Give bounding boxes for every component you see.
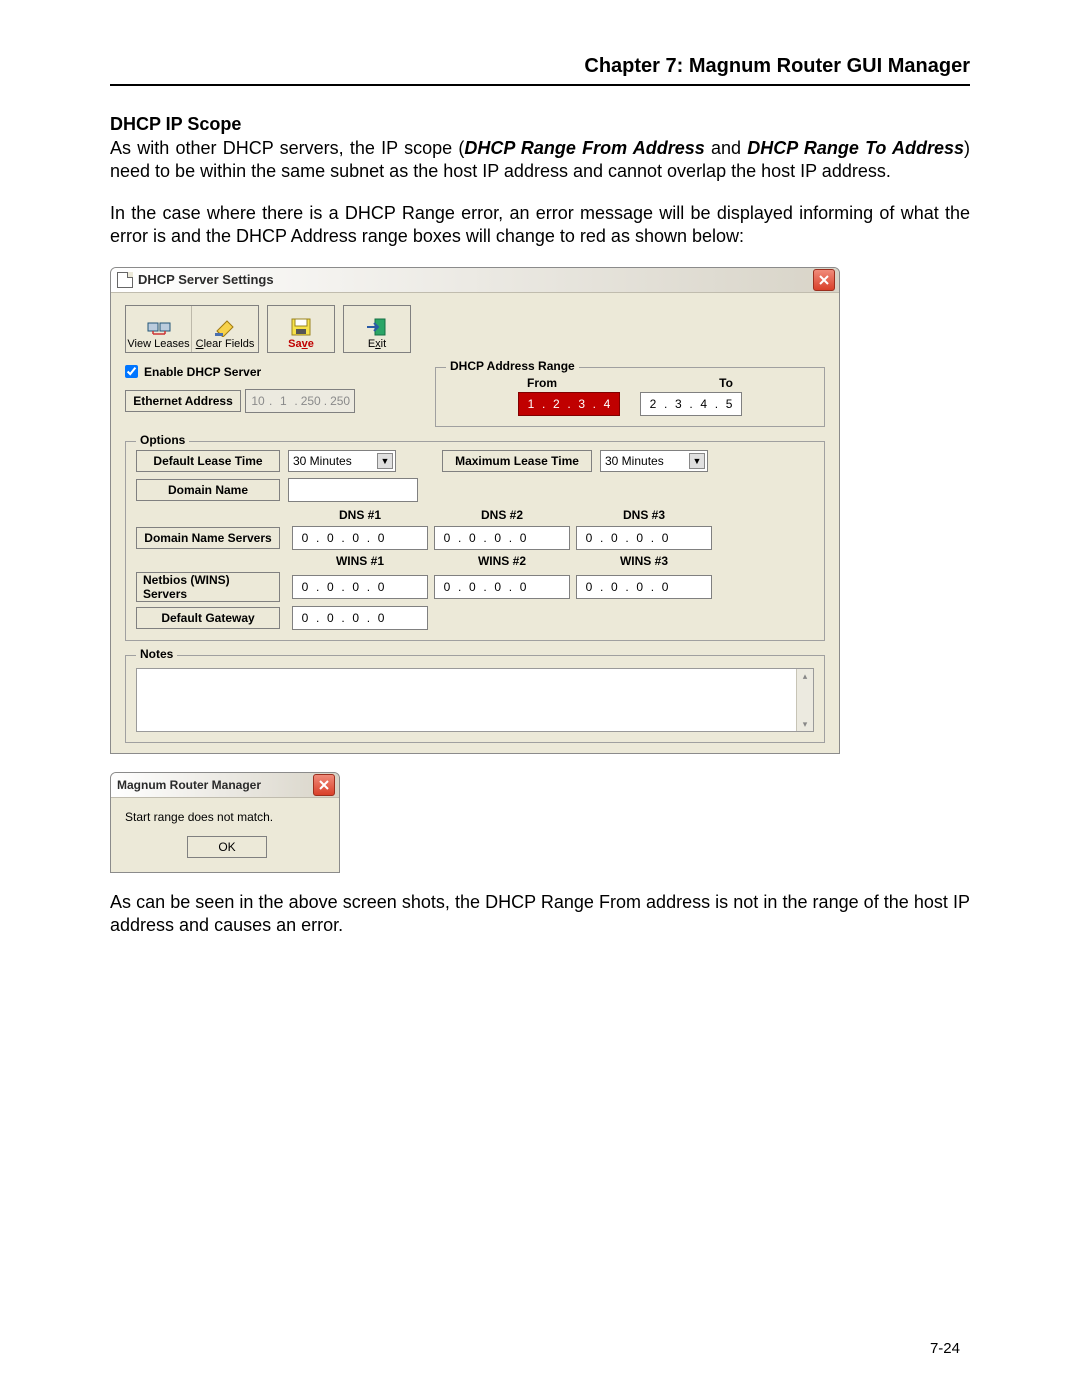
enable-dhcp-label: Enable DHCP Server bbox=[144, 365, 261, 379]
range-from-term: DHCP Range From Address bbox=[464, 138, 704, 158]
domain-name-input[interactable] bbox=[288, 478, 418, 502]
exit-icon bbox=[364, 316, 390, 338]
dhcp-range-legend: DHCP Address Range bbox=[446, 359, 579, 373]
options-legend: Options bbox=[136, 433, 189, 447]
paragraph-2: In the case where there is a DHCP Range … bbox=[110, 202, 970, 249]
clear-fields-button[interactable]: Clear Fields bbox=[192, 306, 258, 352]
gateway-input[interactable]: 0.0.0.0 bbox=[292, 606, 428, 630]
toolbar: View Leases Clear Fields Save bbox=[125, 305, 825, 353]
dialog-title: Magnum Router Manager bbox=[117, 778, 261, 792]
enable-dhcp-row: Enable DHCP Server bbox=[125, 365, 415, 379]
dialog-body: Start range does not match. OK bbox=[111, 798, 339, 872]
notes-group: Notes ▴▾ bbox=[125, 655, 825, 743]
scroll-down-icon: ▾ bbox=[803, 717, 808, 731]
domain-name-label: Domain Name bbox=[136, 479, 280, 501]
dns3-input[interactable]: 0.0.0.0 bbox=[576, 526, 712, 550]
wins1-header: WINS #1 bbox=[292, 554, 428, 568]
view-leases-button[interactable]: View Leases bbox=[126, 306, 192, 352]
wins2-header: WINS #2 bbox=[434, 554, 570, 568]
to-label: To bbox=[719, 376, 733, 390]
left-column: Enable DHCP Server Ethernet Address 10. … bbox=[125, 361, 415, 413]
exit-label: Exit bbox=[368, 338, 386, 350]
ethernet-address-label: Ethernet Address bbox=[125, 390, 241, 412]
ok-button[interactable]: OK bbox=[187, 836, 267, 858]
wins2-input[interactable]: 0.0.0.0 bbox=[434, 575, 570, 599]
window-title: DHCP Server Settings bbox=[138, 272, 274, 287]
save-label: Save bbox=[288, 338, 314, 350]
view-leases-label: View Leases bbox=[127, 338, 189, 350]
toolbar-group-1: View Leases Clear Fields bbox=[125, 305, 259, 353]
default-lease-select[interactable]: 30 Minutes ▼ bbox=[288, 450, 396, 472]
text: As with other DHCP servers, the IP scope… bbox=[110, 138, 464, 158]
save-button[interactable]: Save bbox=[268, 306, 334, 352]
default-lease-label: Default Lease Time bbox=[136, 450, 280, 472]
dialog-close-button[interactable] bbox=[313, 774, 335, 796]
close-icon bbox=[319, 780, 329, 790]
dns-grid: DNS #1 DNS #2 DNS #3 Domain Name Servers… bbox=[136, 508, 814, 630]
options-group: Options Default Lease Time 30 Minutes ▼ … bbox=[125, 441, 825, 641]
range-to-term: DHCP Range To Address bbox=[747, 138, 964, 158]
paragraph-3: As can be seen in the above screen shots… bbox=[110, 891, 970, 938]
clear-fields-label: Clear Fields bbox=[196, 338, 255, 350]
exit-button[interactable]: Exit bbox=[344, 306, 410, 352]
close-button[interactable] bbox=[813, 269, 835, 291]
notes-textarea[interactable]: ▴▾ bbox=[136, 668, 814, 732]
wins-label: Netbios (WINS) Servers bbox=[136, 572, 280, 602]
max-lease-select[interactable]: 30 Minutes ▼ bbox=[600, 450, 708, 472]
title-underline bbox=[110, 84, 970, 86]
dhcp-range-group: DHCP Address Range From To 1. 2. 3. 4 bbox=[435, 367, 825, 427]
from-label: From bbox=[527, 376, 557, 390]
error-dialog: Magnum Router Manager Start range does n… bbox=[110, 772, 340, 873]
range-from-input[interactable]: 1. 2. 3. 4 bbox=[518, 392, 620, 416]
page-number: 7-24 bbox=[930, 1340, 960, 1357]
wins3-input[interactable]: 0.0.0.0 bbox=[576, 575, 712, 599]
dns1-input[interactable]: 0.0.0.0 bbox=[292, 526, 428, 550]
from-to-labels: From To bbox=[446, 376, 814, 390]
clear-fields-icon bbox=[212, 316, 238, 338]
from-to-inputs: 1. 2. 3. 4 2. 3. 4. 5 bbox=[446, 392, 814, 416]
chevron-down-icon: ▼ bbox=[689, 453, 705, 469]
dns-label: Domain Name Servers bbox=[136, 527, 280, 549]
scrollbar[interactable]: ▴▾ bbox=[796, 669, 813, 731]
dns2-input[interactable]: 0.0.0.0 bbox=[434, 526, 570, 550]
range-to-input[interactable]: 2. 3. 4. 5 bbox=[640, 392, 742, 416]
document-page: Chapter 7: Magnum Router GUI Manager DHC… bbox=[0, 0, 1080, 1397]
window-icon bbox=[117, 272, 133, 288]
window-titlebar: DHCP Server Settings bbox=[111, 268, 839, 293]
window-body: View Leases Clear Fields Save bbox=[111, 293, 839, 753]
wins3-header: WINS #3 bbox=[576, 554, 712, 568]
toolbar-group-3: Exit bbox=[343, 305, 411, 353]
dns2-header: DNS #2 bbox=[434, 508, 570, 522]
dns1-header: DNS #1 bbox=[292, 508, 428, 522]
max-lease-label: Maximum Lease Time bbox=[442, 450, 592, 472]
gateway-label: Default Gateway bbox=[136, 607, 280, 629]
notes-legend: Notes bbox=[136, 647, 177, 661]
chapter-title: Chapter 7: Magnum Router GUI Manager bbox=[110, 55, 970, 78]
chevron-down-icon: ▼ bbox=[377, 453, 393, 469]
dialog-message: Start range does not match. bbox=[125, 810, 329, 824]
enable-dhcp-checkbox[interactable] bbox=[125, 365, 138, 378]
wins1-input[interactable]: 0.0.0.0 bbox=[292, 575, 428, 599]
text: and bbox=[705, 138, 748, 158]
scroll-up-icon: ▴ bbox=[803, 669, 808, 683]
dns3-header: DNS #3 bbox=[576, 508, 712, 522]
section-heading: DHCP IP Scope bbox=[110, 114, 970, 135]
top-row: Enable DHCP Server Ethernet Address 10. … bbox=[125, 361, 825, 427]
dhcp-settings-window: DHCP Server Settings View Leases bbox=[110, 267, 840, 754]
dialog-titlebar: Magnum Router Manager bbox=[111, 773, 339, 798]
close-icon bbox=[819, 275, 829, 285]
ethernet-address-value: 10. 1. 250. 250 bbox=[245, 389, 355, 413]
toolbar-group-2: Save bbox=[267, 305, 335, 353]
save-icon bbox=[288, 316, 314, 338]
paragraph-1: As with other DHCP servers, the IP scope… bbox=[110, 137, 970, 184]
view-leases-icon bbox=[146, 316, 172, 338]
